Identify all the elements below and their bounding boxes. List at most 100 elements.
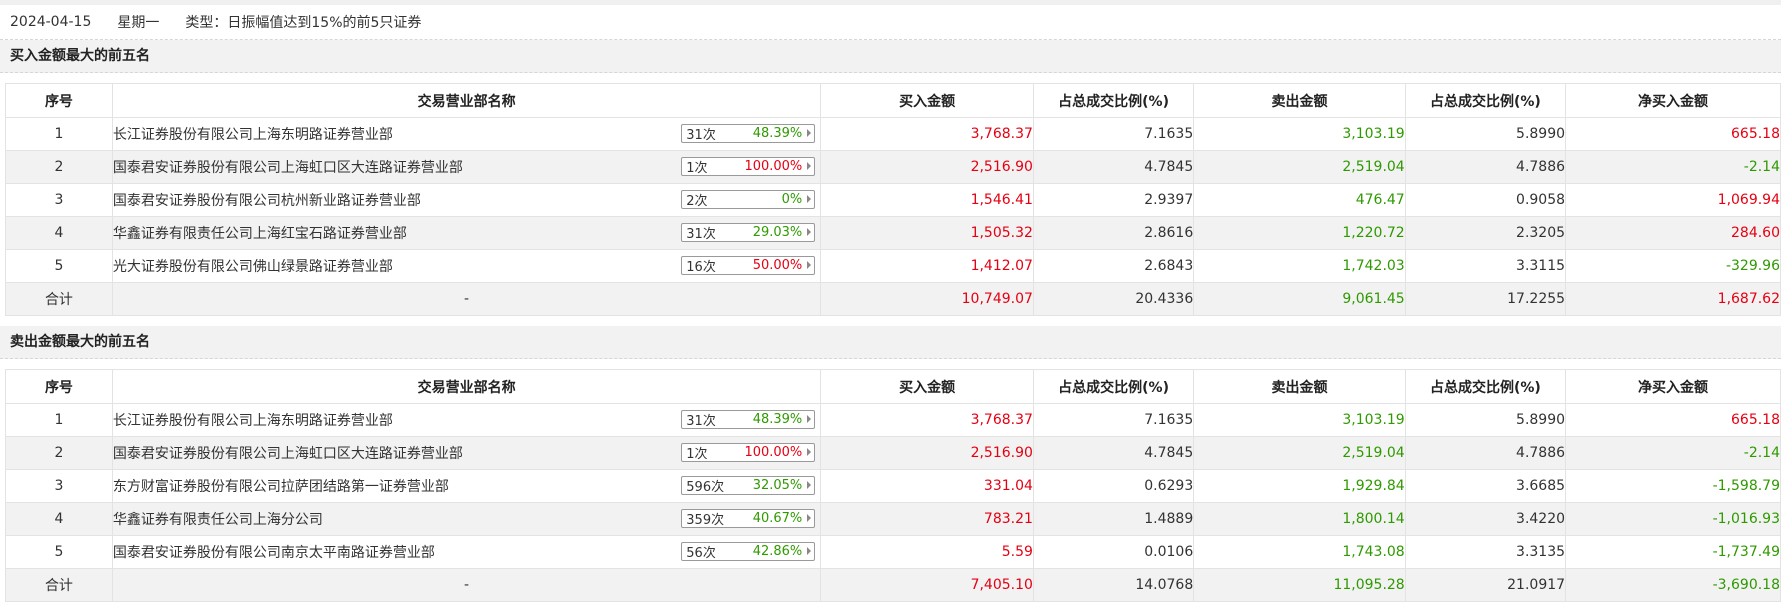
total-row: 合计 -7,405.10 14.0768 11,095.28 21.0917 -3,690… bbox=[5, 568, 1781, 602]
row-index: 2 bbox=[5, 150, 113, 184]
buy-ratio: 4.7845 bbox=[1032, 150, 1195, 184]
total-branch-placeholder: - bbox=[111, 568, 822, 602]
row-index: 3 bbox=[5, 183, 113, 217]
total-branch-placeholder: - bbox=[111, 282, 822, 316]
sell-amount: 2,519.04 bbox=[1193, 150, 1406, 184]
history-badge-button[interactable]: 1次 100.00% bbox=[681, 157, 816, 176]
buy-ratio: 2.9397 bbox=[1032, 183, 1195, 217]
sell-amount: 2,519.04 bbox=[1193, 436, 1406, 470]
branch-name-link[interactable]: 国泰君安证券股份有限公司上海虹口区大连路证券营业部 bbox=[112, 160, 463, 176]
branch-name-link[interactable]: 国泰君安证券股份有限公司南京太平南路证券营业部 bbox=[112, 545, 435, 561]
sell-amount: 1,929.84 bbox=[1193, 469, 1406, 503]
buy-amount: 783.21 bbox=[820, 502, 1034, 536]
branch-name-link[interactable]: 华鑫证券有限责任公司上海分公司 bbox=[112, 512, 323, 528]
buy-ratio: 2.6843 bbox=[1032, 249, 1195, 283]
history-badge-button[interactable]: 16次 50.00% bbox=[681, 256, 816, 275]
col-header-buy-amount: 买入金额 bbox=[820, 83, 1034, 118]
branch-cell: 长江证券股份有限公司上海东明路证券营业部 31次 48.39% bbox=[111, 403, 822, 437]
branch-cell: 长江证券股份有限公司上海东明路证券营业部 31次 48.39% bbox=[111, 117, 822, 151]
success-rate: 29.03% bbox=[752, 225, 803, 240]
table-row: 1 长江证券股份有限公司上海东明路证券营业部 31次 48.39% 3,768.37 7.… bbox=[5, 403, 1781, 437]
history-badge-button[interactable]: 596次 32.05% bbox=[681, 476, 816, 495]
history-badge-button[interactable]: 359次 40.67% bbox=[681, 509, 816, 528]
branch-name-link[interactable]: 东方财富证券股份有限公司拉萨团结路第一证券营业部 bbox=[112, 479, 449, 495]
appearance-count: 31次 bbox=[686, 227, 716, 242]
success-rate: 100.00% bbox=[744, 445, 803, 460]
branch-cell: 华鑫证券有限责任公司上海红宝石路证券营业部 31次 29.03% bbox=[111, 216, 822, 250]
branch-cell: 国泰君安证券股份有限公司杭州新业路证券营业部 2次 0% bbox=[111, 183, 822, 217]
branch-name-link[interactable]: 长江证券股份有限公司上海东明路证券营业部 bbox=[112, 413, 393, 429]
appearance-count: 2次 bbox=[686, 194, 708, 209]
total-sell-amount: 11,095.28 bbox=[1193, 568, 1406, 602]
arrow-right-icon bbox=[807, 415, 812, 423]
sell-amount: 3,103.19 bbox=[1193, 403, 1406, 437]
buy-ratio: 1.4889 bbox=[1032, 502, 1195, 536]
history-badge-button[interactable]: 31次 48.39% bbox=[681, 410, 816, 429]
total-buy-amount: 10,749.07 bbox=[820, 282, 1034, 316]
table-row: 3 国泰君安证券股份有限公司杭州新业路证券营业部 2次 0% 1,546.41 2.939… bbox=[5, 183, 1781, 217]
arrow-right-icon bbox=[807, 162, 812, 170]
net-amount: 665.18 bbox=[1565, 117, 1781, 151]
sell-ratio: 2.3205 bbox=[1404, 216, 1567, 250]
trade-date: 2024-04-15 bbox=[10, 14, 92, 30]
history-badge-button[interactable]: 1次 100.00% bbox=[681, 443, 816, 462]
history-badge-button[interactable]: 31次 29.03% bbox=[681, 223, 816, 242]
buy-ratio: 7.1635 bbox=[1032, 117, 1195, 151]
sell-ratio: 0.9058 bbox=[1404, 183, 1567, 217]
appearance-count: 596次 bbox=[686, 480, 725, 495]
table-header-row: 序号 交易营业部名称 买入金额 占总成交比例(%) 卖出金额 占总成交比例(%)… bbox=[5, 369, 1781, 404]
row-index: 4 bbox=[5, 502, 113, 536]
total-sell-ratio: 17.2255 bbox=[1404, 282, 1567, 316]
sell-ratio: 5.8990 bbox=[1404, 403, 1567, 437]
branch-name-link[interactable]: 国泰君安证券股份有限公司上海虹口区大连路证券营业部 bbox=[112, 446, 463, 462]
net-amount: 1,069.94 bbox=[1565, 183, 1781, 217]
branch-name-link[interactable]: 光大证券股份有限公司佛山绿景路证券营业部 bbox=[112, 259, 393, 275]
history-badge-button[interactable]: 56次 42.86% bbox=[681, 542, 816, 561]
branch-name-link[interactable]: 国泰君安证券股份有限公司杭州新业路证券营业部 bbox=[112, 193, 421, 209]
appearance-count: 31次 bbox=[686, 414, 716, 429]
sell-amount: 1,800.14 bbox=[1193, 502, 1406, 536]
net-amount: -2.14 bbox=[1565, 150, 1781, 184]
buy-amount: 2,516.90 bbox=[820, 150, 1034, 184]
total-label: 合计 bbox=[5, 568, 113, 602]
success-rate: 48.39% bbox=[752, 126, 803, 141]
success-rate: 40.67% bbox=[752, 511, 803, 526]
buy-amount: 2,516.90 bbox=[820, 436, 1034, 470]
arrow-right-icon bbox=[807, 514, 812, 522]
branch-cell: 东方财富证券股份有限公司拉萨团结路第一证券营业部 596次 32.05% bbox=[111, 469, 822, 503]
net-amount: -2.14 bbox=[1565, 436, 1781, 470]
sell-ratio: 5.8990 bbox=[1404, 117, 1567, 151]
row-index: 1 bbox=[5, 117, 113, 151]
arrow-right-icon bbox=[807, 228, 812, 236]
sell-section-title: 卖出金额最大的前五名 bbox=[0, 326, 1781, 359]
total-buy-amount: 7,405.10 bbox=[820, 568, 1034, 602]
row-index: 1 bbox=[5, 403, 113, 437]
sell-amount: 476.47 bbox=[1193, 183, 1406, 217]
col-header-sell-amount: 卖出金额 bbox=[1193, 83, 1406, 118]
table-row: 4 华鑫证券有限责任公司上海红宝石路证券营业部 31次 29.03% 1,505.32 2… bbox=[5, 216, 1781, 250]
table-row: 2 国泰君安证券股份有限公司上海虹口区大连路证券营业部 1次 100.00% 2,516… bbox=[5, 436, 1781, 470]
arrow-right-icon bbox=[807, 195, 812, 203]
total-sell-ratio: 21.0917 bbox=[1404, 568, 1567, 602]
buy-ratio: 7.1635 bbox=[1032, 403, 1195, 437]
buy-section-title: 买入金额最大的前五名 bbox=[0, 40, 1781, 73]
branch-name-link[interactable]: 长江证券股份有限公司上海东明路证券营业部 bbox=[112, 127, 393, 143]
col-header-buy-amount: 买入金额 bbox=[820, 369, 1034, 404]
buy-amount: 3,768.37 bbox=[820, 117, 1034, 151]
total-label: 合计 bbox=[5, 282, 113, 316]
col-header-buy-ratio: 占总成交比例(%) bbox=[1032, 369, 1195, 404]
branch-name-link[interactable]: 华鑫证券有限责任公司上海红宝石路证券营业部 bbox=[112, 226, 407, 242]
net-amount: 665.18 bbox=[1565, 403, 1781, 437]
arrow-right-icon bbox=[807, 448, 812, 456]
sell-amount: 3,103.19 bbox=[1193, 117, 1406, 151]
info-bar: 2024-04-15 星期一 类型：日振幅值达到15%的前5只证券 bbox=[0, 5, 1781, 40]
history-badge-button[interactable]: 31次 48.39% bbox=[681, 124, 816, 143]
buy-amount: 1,412.07 bbox=[820, 249, 1034, 283]
success-rate: 50.00% bbox=[752, 258, 803, 273]
net-amount: -1,016.93 bbox=[1565, 502, 1781, 536]
sell-ratio: 3.3135 bbox=[1404, 535, 1567, 569]
col-header-index: 序号 bbox=[5, 369, 113, 404]
sell-rank-table: 序号 交易营业部名称 买入金额 占总成交比例(%) 卖出金额 占总成交比例(%)… bbox=[5, 369, 1781, 602]
buy-rank-table: 序号 交易营业部名称 买入金额 占总成交比例(%) 卖出金额 占总成交比例(%)… bbox=[5, 83, 1781, 316]
history-badge-button[interactable]: 2次 0% bbox=[681, 190, 816, 209]
